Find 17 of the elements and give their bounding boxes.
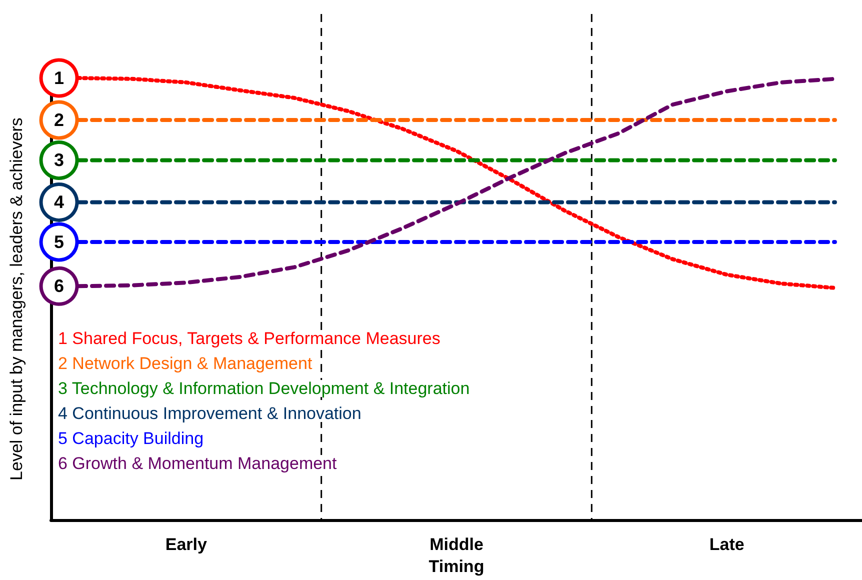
annotation: 4 <box>54 192 64 212</box>
text: 6 Growth & Momentum Management <box>58 454 338 473</box>
text: 1 Shared Focus, Targets & Performance Measures <box>58 329 440 348</box>
x-tick-label: Middle <box>430 535 484 554</box>
x-tick-label: Late <box>709 535 744 554</box>
x-tick-label: Early <box>165 535 208 554</box>
annotation: 6 <box>54 276 64 296</box>
annotation: 2 <box>54 110 64 130</box>
text: 4 Continuous Improvement & Innovation <box>58 404 362 423</box>
text: 5 Capacity Building <box>58 429 204 448</box>
annotation: 3 <box>54 150 64 170</box>
text: 2 Network Design & Management <box>58 354 312 373</box>
x-axis-title: Timing <box>428 557 484 576</box>
text: 3 Technology & Information Development & Integration <box>58 379 470 398</box>
annotation: 5 <box>54 232 64 252</box>
annotation: 1 <box>54 68 64 88</box>
y-axis-title: Level of input by managers, leaders & achievers <box>7 118 26 480</box>
